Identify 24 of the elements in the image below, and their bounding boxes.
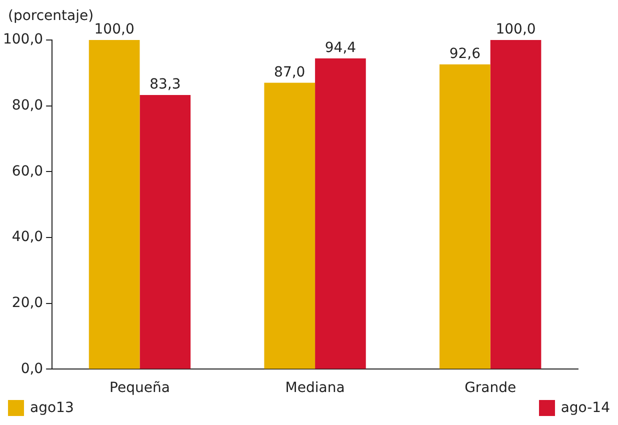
- x-tick-label: Grande: [464, 380, 516, 396]
- y-tick-label: 20,0: [12, 295, 44, 311]
- y-tick-label: 60,0: [12, 163, 44, 180]
- bar: [88, 40, 140, 369]
- data-label: 92,6: [449, 46, 481, 62]
- data-label: 100,0: [496, 22, 536, 38]
- bar: [315, 58, 366, 369]
- x-tick-label: Pequeña: [110, 380, 170, 396]
- y-axis-title: (porcentaje): [8, 8, 94, 24]
- bar: [264, 82, 316, 369]
- y-tick-label: 80,0: [12, 97, 44, 114]
- data-label: 94,4: [324, 40, 356, 56]
- legend-label: ago13: [30, 400, 74, 416]
- bar: [140, 94, 191, 369]
- data-label: 83,3: [150, 76, 181, 93]
- y-tick-label: 100,0: [2, 32, 44, 48]
- bar: [490, 40, 542, 369]
- data-label: 100,0: [94, 22, 134, 38]
- y-tick-label: 0,0: [20, 360, 44, 377]
- y-tick-label: 40,0: [12, 229, 44, 246]
- bar: [440, 64, 490, 369]
- data-label: 87,0: [274, 64, 306, 80]
- x-tick-label: Mediana: [285, 380, 345, 396]
- legend-label: ago-14: [560, 400, 610, 416]
